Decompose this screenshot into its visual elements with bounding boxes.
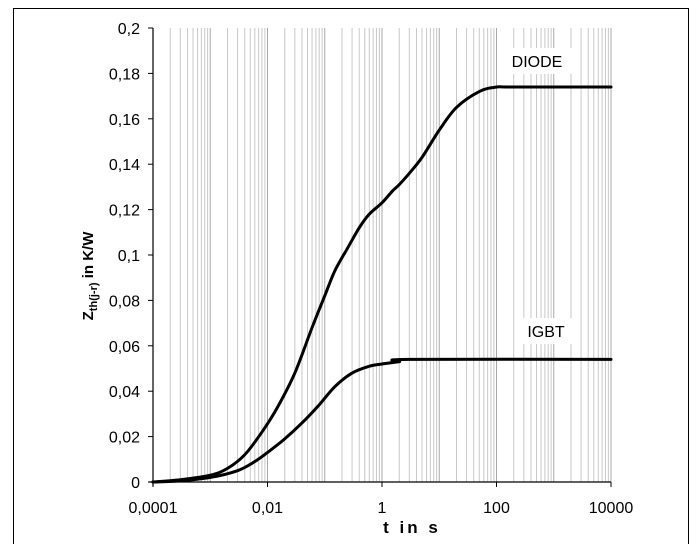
series-line-igbt bbox=[151, 357, 613, 484]
series-label-igbt: IGBT bbox=[527, 324, 565, 341]
y-tick-label: 0,08 bbox=[109, 293, 140, 310]
y-tick-label: 0,02 bbox=[109, 430, 140, 447]
y-tick-label: 0 bbox=[131, 475, 140, 492]
chart-frame bbox=[13, 8, 689, 544]
series-label-diode: DIODE bbox=[512, 54, 563, 71]
x-tick-label: 10000 bbox=[589, 500, 634, 517]
y-tick-label: 0,12 bbox=[109, 203, 140, 220]
y-tick-label: 0,06 bbox=[109, 339, 140, 356]
x-tick-label: 0,01 bbox=[252, 500, 283, 517]
y-tick-label: 0,14 bbox=[109, 157, 140, 174]
x-tick-label: 1 bbox=[378, 500, 387, 517]
series-label-bg bbox=[500, 48, 574, 74]
series-label-bg bbox=[515, 318, 577, 344]
x-axis-label: t in s bbox=[383, 518, 441, 536]
x-tick-label: 0,0001 bbox=[129, 500, 178, 517]
y-tick-label: 0,04 bbox=[109, 384, 140, 401]
y-tick-label: 0,18 bbox=[109, 66, 140, 83]
y-axis-label: Zth(j-r) in K/W bbox=[80, 231, 100, 321]
y-tick-label: 0,16 bbox=[109, 112, 140, 129]
y-tick-label: 0,1 bbox=[118, 248, 140, 265]
y-tick-label: 0,2 bbox=[118, 21, 140, 38]
series-line-diode bbox=[151, 85, 613, 484]
x-tick-label: 100 bbox=[483, 500, 510, 517]
